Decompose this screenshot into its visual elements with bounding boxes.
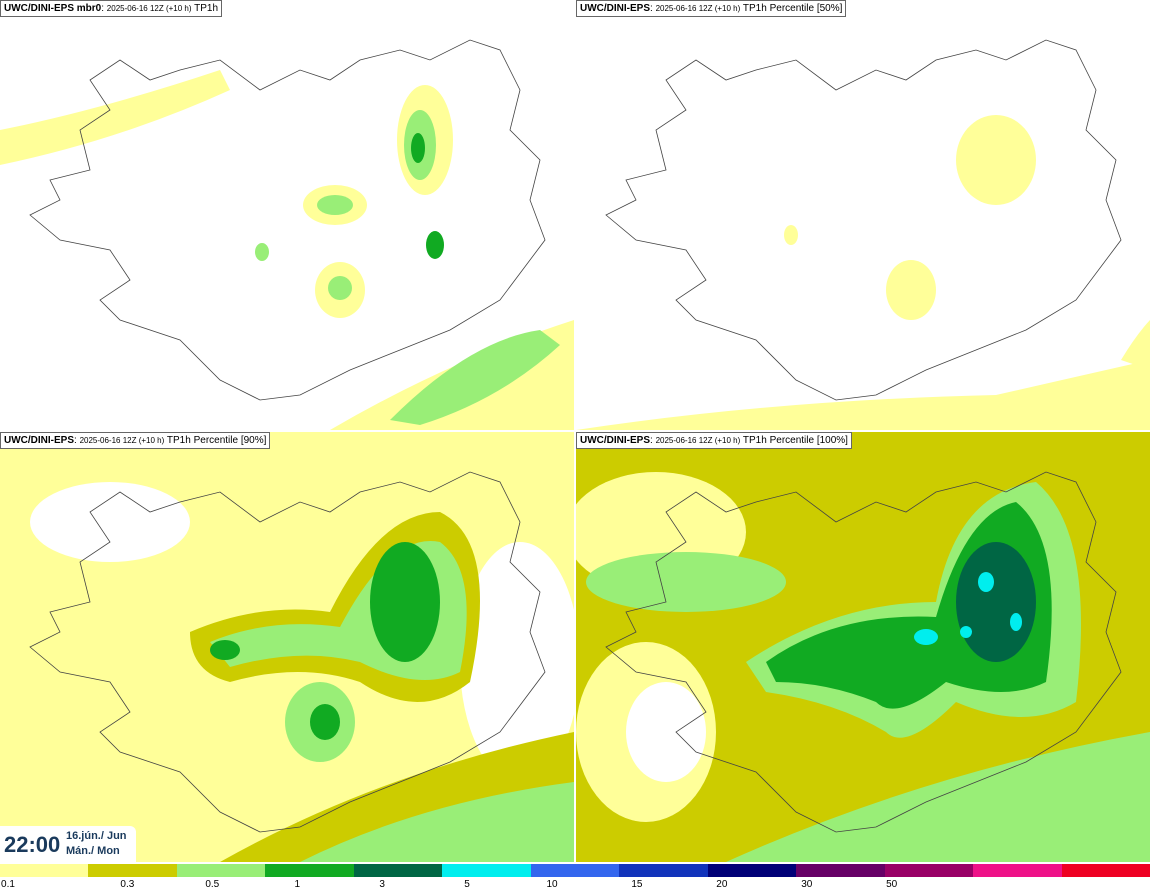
precip-cell-northeast-core [411,133,425,163]
legend-swatch [442,864,531,877]
precip-map-percentile-50 [576,39,1150,430]
precip-edge-southeast [1121,320,1150,370]
panel-title: UWC/DINI-EPS mbr0: 2025-06-16 12Z (+10 h… [0,0,223,17]
panel-run: 2025-06-16 12Z (+10 h) [79,436,165,445]
legend-tick-label: 0.3 [120,879,135,890]
precip-cell-central-core [317,195,353,215]
panel-field: TP1h [194,3,219,14]
valid-time-box: 22:00 16.jún./ Jun Mán./ Mon [0,826,136,862]
precip-peak-central [914,629,938,645]
dry-area-northwest [30,482,190,562]
dry-area-east [460,542,574,782]
precip-cell-west [255,243,269,261]
legend-swatch [353,864,443,877]
legend-swatch [1061,864,1150,877]
precip-peak-east-central [960,626,972,638]
panel-run: 2025-06-16 12Z (+10 h) [106,4,192,13]
precip-map-percentile-100 [576,432,1150,862]
panel-title: UWC/DINI-EPS: 2025-06-16 12Z (+10 h) TP1… [0,432,271,449]
precip-heavy-northeast [956,542,1036,662]
panel-title: UWC/DINI-EPS: 2025-06-16 12Z (+10 h) TP1… [576,432,852,449]
legend-swatch [884,864,974,877]
legend-swatch [619,864,708,877]
precip-cell-south-central-core [328,276,352,300]
precip-band-northwest [0,70,230,165]
precip-cell-south-central-core [310,704,340,740]
panel-field: TP1h Percentile [90%] [166,435,267,446]
legend-tick-label: 20 [716,879,728,890]
legend-tick-label: 1 [294,879,300,890]
precip-area-southeast-core [390,330,560,425]
legend-swatch [0,864,89,877]
legend-swatch [176,864,266,877]
map-panel-percentile-50: UWC/DINI-EPS: 2025-06-16 12Z (+10 h) TP1… [576,0,1150,430]
panel-run: 2025-06-16 12Z (+10 h) [655,4,741,13]
panel-model: UWC/DINI-EPS [4,435,74,446]
precip-map-percentile-90 [0,432,574,862]
panel-title: UWC/DINI-EPS: 2025-06-16 12Z (+10 h) TP1… [576,0,847,17]
valid-time: 22:00 [4,832,61,857]
map-panel-percentile-90: UWC/DINI-EPS: 2025-06-16 12Z (+10 h) TP1… [0,432,574,862]
panel-field: TP1h Percentile [100%] [742,435,848,446]
legend-tick-label: 50 [886,879,898,890]
legend-tick-label: 30 [801,879,813,890]
precip-cell-northeast [956,115,1036,205]
panel-field: TP1h Percentile [50%] [742,3,843,14]
valid-date: 16.jún./ Jun [66,830,127,842]
panel-run: 2025-06-16 12Z (+10 h) [655,436,741,445]
map-panel-percentile-100: UWC/DINI-EPS: 2025-06-16 12Z (+10 h) TP1… [576,432,1150,862]
precip-cell-south-central [886,260,936,320]
legend-swatch [973,864,1062,877]
legend-swatch [265,864,354,877]
valid-day: Mán./ Mon [66,845,120,857]
legend-swatch [530,864,620,877]
panel-model: UWC/DINI-EPS [580,3,650,14]
precip-core-northeast [370,542,440,662]
legend-tick-label: 3 [379,879,385,890]
legend-tick-label: 0.5 [205,879,220,890]
precip-band-south [576,360,1150,430]
color-legend: 0.1 0.3 0.5 1 3 5 10 15 20 30 50 [0,862,1150,891]
iceland-coastline [605,471,1122,833]
legend-swatch [796,864,885,877]
precip-cell-west [784,225,798,245]
precip-cell-east [426,231,444,259]
legend-tick-label: 15 [631,879,643,890]
legend-tick-label: 10 [546,879,558,890]
panel-divider-horizontal [0,430,1150,432]
panel-model: UWC/DINI-EPS [580,435,650,446]
legend-tick-label: 0.1 [1,879,15,890]
precip-band-northwest [586,552,786,612]
legend-color-bar [0,864,1150,877]
precip-peak-east [1010,613,1022,631]
legend-swatch [88,864,177,877]
iceland-coastline [29,39,546,401]
iceland-coastline [29,471,546,833]
legend-swatch [707,864,797,877]
legend-tick-label: 5 [464,879,470,890]
map-panel-member0: UWC/DINI-EPS mbr0: 2025-06-16 12Z (+10 h… [0,0,574,430]
panel-model: UWC/DINI-EPS mbr0 [4,3,102,14]
precip-peak-northeast [978,572,994,592]
iceland-coastline [605,39,1122,401]
precip-map-member0 [0,39,574,430]
dry-area-west [626,682,706,782]
precip-core-west [210,640,240,660]
precip-band-southeast-core [300,782,574,862]
